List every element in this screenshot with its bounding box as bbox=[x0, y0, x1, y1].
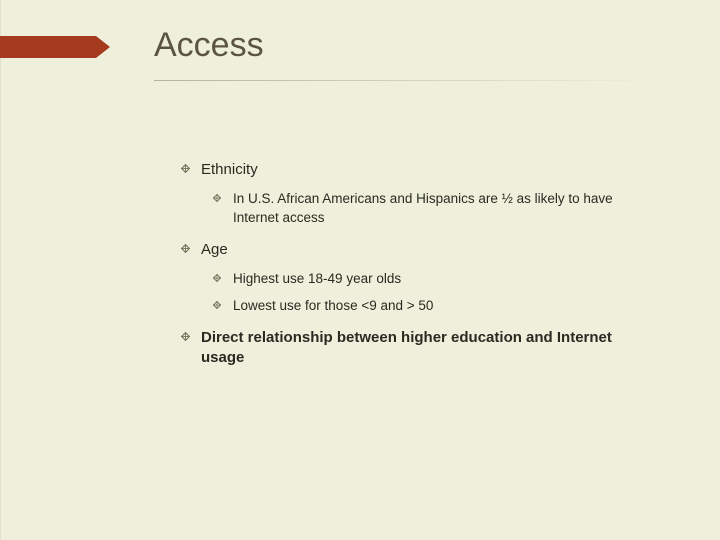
slide: Access Ethnicity bbox=[0, 0, 720, 540]
diamond-bullet-icon bbox=[180, 163, 191, 174]
bullet-level1: Direct relationship between higher educa… bbox=[180, 328, 650, 369]
title-underline bbox=[154, 80, 660, 81]
bullet-group: Ethnicity In U.S. African Americans and … bbox=[180, 160, 650, 228]
slide-title: Access bbox=[154, 26, 264, 65]
left-edge bbox=[0, 0, 1, 540]
bullet-group: Age Highest use 18-49 year olds bbox=[180, 240, 650, 316]
bullet-level1: Ethnicity bbox=[180, 160, 650, 180]
bullet-level2: Lowest use for those <9 and > 50 bbox=[212, 297, 650, 316]
bullet-text: Ethnicity bbox=[201, 160, 650, 180]
bullet-text: Highest use 18-49 year olds bbox=[233, 270, 650, 289]
bullet-level2: Highest use 18-49 year olds bbox=[212, 270, 650, 289]
slide-content: Ethnicity In U.S. African Americans and … bbox=[180, 160, 650, 381]
bullet-text: Direct relationship between higher educa… bbox=[201, 328, 650, 369]
bullet-text: Age bbox=[201, 240, 650, 260]
diamond-bullet-icon bbox=[180, 243, 191, 254]
bullet-group: Direct relationship between higher educa… bbox=[180, 328, 650, 369]
accent-bar-arrow bbox=[96, 36, 110, 58]
accent-bar-body bbox=[0, 36, 96, 58]
bullet-text: In U.S. African Americans and Hispanics … bbox=[233, 190, 650, 228]
bullet-level2: In U.S. African Americans and Hispanics … bbox=[212, 190, 650, 228]
diamond-bullet-icon bbox=[212, 300, 223, 311]
bullet-text: Lowest use for those <9 and > 50 bbox=[233, 297, 650, 316]
diamond-bullet-icon bbox=[212, 273, 223, 284]
bullet-level1: Age bbox=[180, 240, 650, 260]
diamond-bullet-icon bbox=[212, 193, 223, 204]
accent-bar bbox=[0, 36, 108, 58]
diamond-bullet-icon bbox=[180, 331, 191, 342]
